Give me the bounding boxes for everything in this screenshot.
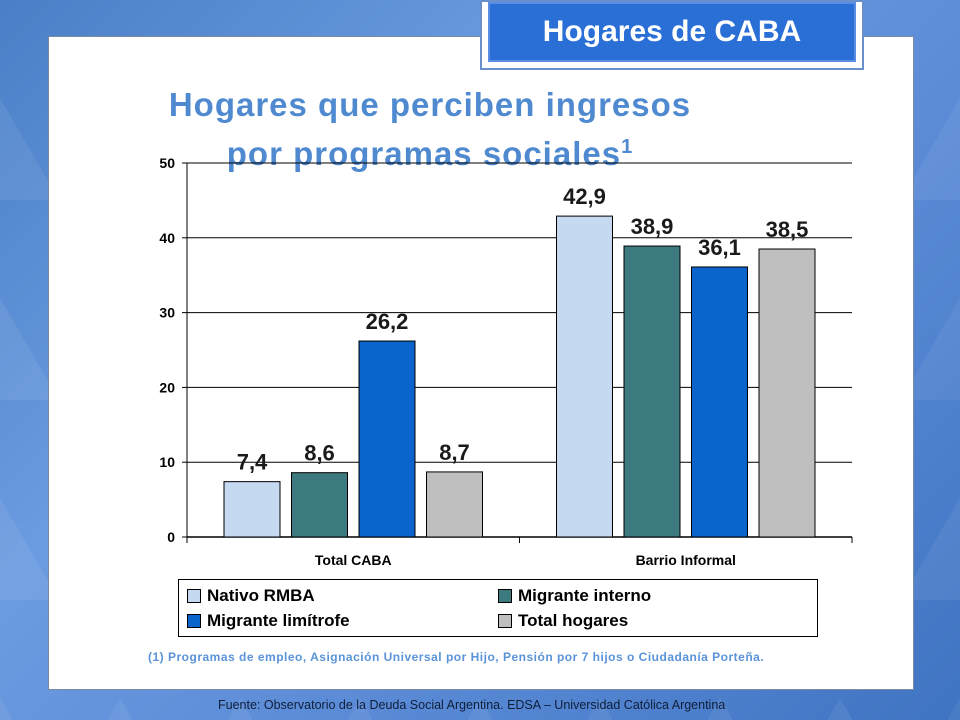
legend-item: Nativo RMBA [187,583,498,608]
data-label: 26,2 [366,309,409,334]
chart-title-line2-text: por programas sociales [226,135,622,172]
legend-swatch [498,588,512,603]
legend-swatch [187,613,201,628]
y-tick-label: 0 [167,529,175,545]
x-category-label: Total CABA [315,552,392,568]
y-tick-label: 10 [159,454,175,470]
legend-swatch [187,588,201,603]
footnote: (1) Programas de empleo, Asignación Univ… [148,650,765,664]
bar [291,472,348,538]
chart-legend: Nativo RMBA Migrante interno Migrante limí… [178,579,818,637]
legend-swatch [498,613,512,628]
y-tick-label: 40 [159,230,175,246]
chart-title: Hogares que perciben ingresos por progra… [48,84,812,175]
y-tick-label: 20 [159,379,175,395]
y-tick-label: 50 [159,155,175,171]
data-label: 42,9 [563,184,606,209]
bar [623,245,681,538]
legend-item: Migrante interno [498,583,809,608]
bar [223,481,281,538]
legend-item: Migrante limítrofe [187,608,498,633]
data-label: 38,5 [766,217,809,242]
bar [691,266,748,538]
legend-label: Migrante interno [518,585,652,605]
bar [358,340,416,538]
legend-label: Migrante limítrofe [207,610,350,630]
bar [556,215,613,538]
data-label: 8,7 [439,440,470,465]
x-category-label: Barrio Informal [636,552,736,568]
data-label: 7,4 [237,450,268,475]
section-badge: Hogares de CABA [480,0,864,70]
badge-label: Hogares de CABA [488,2,856,62]
source-note: Fuente: Observatorio de la Deuda Social … [218,698,726,712]
data-label: 36,1 [698,235,741,260]
data-label: 38,9 [631,214,674,239]
chart-title-line1: Hogares que perciben ingresos [168,86,692,123]
legend-item: Total hogares [498,608,809,633]
y-tick-label: 30 [159,305,175,321]
chart-title-line2: por programas sociales1 [48,126,812,175]
legend-label: Nativo RMBA [207,585,315,605]
bar [426,471,483,538]
chart-title-superscript: 1 [621,136,634,158]
bar [758,248,816,538]
data-label: 8,6 [304,441,335,466]
legend-label: Total hogares [518,610,629,630]
